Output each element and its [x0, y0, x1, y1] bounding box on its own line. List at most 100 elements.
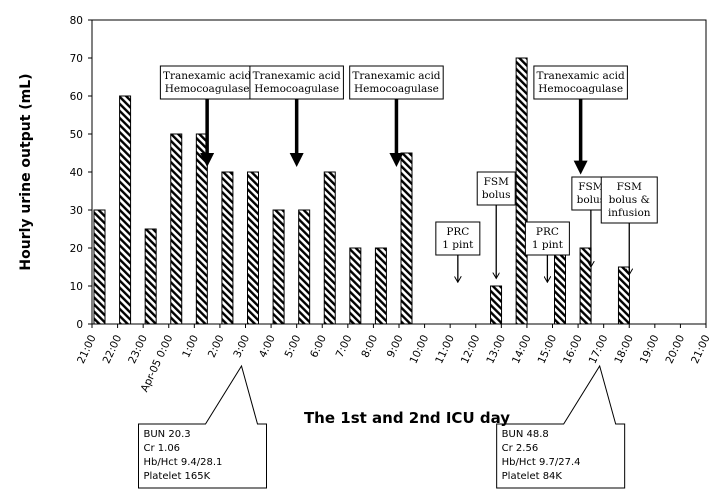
lab-callouts: BUN 20.3 Cr 1.06 Hb/Hct 9.4/28.1 Platelet 1…	[138, 364, 626, 489]
bar	[247, 171, 259, 325]
annotation-text: PRC	[446, 226, 469, 238]
bar	[144, 228, 157, 325]
annotation-text: FSM	[578, 181, 603, 193]
x-tick-label: 18:00	[612, 333, 636, 366]
bar	[515, 57, 528, 325]
x-axis-label: The 1st and 2nd ICU day	[304, 409, 510, 427]
lab-callout: BUN 48.8 Cr 2.56 Hb/Hct 9.7/27.4 Platelet 8…	[496, 364, 626, 489]
callout-bubble	[496, 364, 626, 489]
annotation-text: Hemocoagulase	[254, 83, 339, 95]
y-tick-label: 70	[70, 53, 83, 65]
annotation-text: Hemocoagulase	[538, 83, 623, 95]
bar	[119, 95, 132, 325]
bar	[579, 247, 592, 325]
bar	[554, 247, 566, 325]
callout-text: Hb/Hct 9.7/27.4	[502, 457, 581, 468]
y-axis-label: Hourly urine output (mL)	[18, 73, 34, 270]
annotation-text: Hemocoagulase	[165, 83, 250, 95]
x-tick-label: 16:00	[561, 333, 585, 366]
annotation-box	[476, 171, 516, 206]
bar	[272, 209, 285, 325]
callout-text: BUN 48.8	[502, 429, 549, 440]
annotation-text: Hemocoagulase	[354, 83, 439, 95]
x-tick-label: 14:00	[510, 333, 534, 366]
x-tick-label: 22:00	[101, 333, 125, 366]
x-tick-label: 12:00	[459, 333, 483, 366]
annotation-box	[159, 65, 255, 100]
x-tick-label: 9:00	[385, 333, 406, 359]
bar	[221, 171, 234, 325]
x-tick-label: 19:00	[638, 333, 662, 366]
bar	[298, 209, 311, 325]
x-tick-label: 4:00	[257, 333, 278, 359]
x-tick-label: 21:00	[689, 333, 713, 366]
annotation-text: Tranexamic acid	[537, 70, 625, 82]
annotation-box	[533, 65, 628, 100]
callout-text: Cr 1.06	[144, 443, 181, 454]
y-tick-label: 50	[70, 129, 83, 141]
annotation-text: bolus	[482, 189, 511, 201]
x-tick-label: 11:00	[433, 333, 457, 366]
bar	[400, 152, 413, 325]
annotation-text: bolus	[577, 194, 606, 206]
callout-text: Hb/Hct 9.4/28.1	[144, 457, 223, 468]
y-tick-label: 80	[70, 15, 83, 27]
bar	[617, 266, 630, 325]
bar	[374, 247, 387, 325]
y-tick-label: 10	[70, 281, 83, 293]
annotation-text: Tranexamic acid	[253, 70, 341, 82]
x-tick-label: 2:00	[206, 333, 227, 359]
bar	[195, 133, 208, 325]
y-tick-label: 30	[70, 205, 83, 217]
x-tick-label: 15:00	[536, 333, 560, 366]
x-tick-label: 21:00	[75, 333, 99, 366]
annotation-text: FSM	[484, 176, 509, 188]
bar	[349, 247, 362, 325]
x-tick-label: 7:00	[334, 333, 355, 359]
y-tick-label: 60	[70, 91, 83, 103]
x-tick-label: 3:00	[231, 333, 252, 359]
annotation-text: FSM	[617, 181, 642, 193]
x-tick-label: 10:00	[408, 333, 432, 366]
x-tick-label: 5:00	[283, 333, 304, 359]
annotation-text: Tranexamic acid	[163, 70, 251, 82]
annotation-text: 1 pint	[442, 239, 474, 251]
x-tick-label: 20:00	[663, 333, 687, 366]
x-tick-label: 6:00	[308, 333, 329, 359]
bar	[93, 209, 106, 325]
annotation-box	[349, 65, 444, 100]
y-axis: 0 10 20 30 40 50 60 70 80	[70, 15, 92, 331]
x-tick-label: 17:00	[587, 333, 611, 366]
callout-bubble	[138, 364, 267, 489]
bar	[170, 133, 183, 325]
annotation-text: Tranexamic acid	[352, 70, 440, 82]
bar	[490, 285, 503, 325]
annotation-text: infusion	[608, 207, 651, 219]
annotation-text: bolus &	[609, 194, 650, 206]
callout-text: Platelet 84K	[502, 471, 563, 482]
annotation-text: 1 pint	[532, 239, 564, 251]
lab-callout: BUN 20.3 Cr 1.06 Hb/Hct 9.4/28.1 Platelet 1…	[138, 364, 267, 489]
callout-text: Platelet 165K	[144, 471, 211, 482]
x-tick-label: 13:00	[484, 333, 508, 366]
y-tick-label: 0	[76, 319, 83, 331]
annotation-box	[524, 221, 570, 256]
x-tick-label: 23:00	[126, 333, 150, 366]
annotation-text: PRC	[536, 226, 559, 238]
annotation-box	[435, 221, 481, 256]
callout-text: Cr 2.56	[502, 443, 539, 454]
x-tick-label: 1:00	[180, 333, 201, 359]
bar	[323, 171, 336, 325]
y-tick-label: 40	[70, 167, 83, 179]
